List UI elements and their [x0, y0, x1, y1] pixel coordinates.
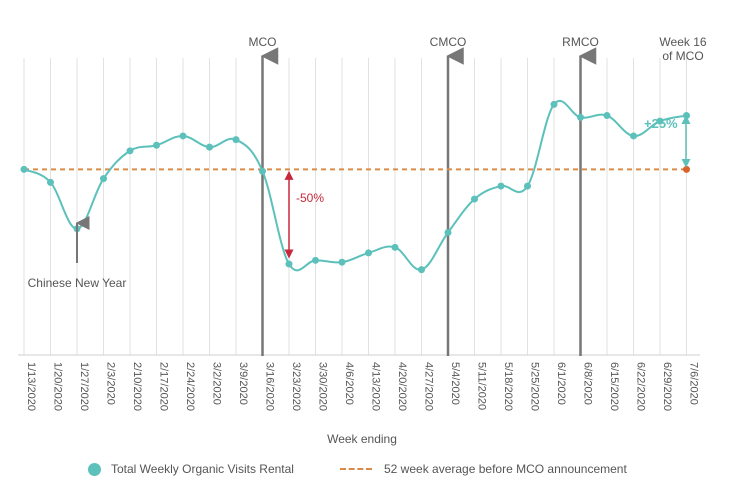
rise-label: +25%: [644, 116, 678, 131]
x-tick-label: 4/27/2020: [423, 362, 435, 411]
x-tick-label: 2/17/2020: [158, 362, 170, 411]
event-label: CMCO: [430, 35, 467, 49]
event-label: MCO: [249, 35, 277, 49]
series-point: [179, 132, 187, 140]
series-point: [47, 178, 54, 186]
x-tick-label: 2/24/2020: [184, 362, 196, 411]
x-tick-label: 4/20/2020: [396, 362, 408, 411]
series-point: [338, 258, 346, 266]
x-tick-label: 1/27/2020: [78, 362, 90, 411]
series-point: [232, 136, 240, 144]
series-point: [418, 266, 425, 274]
series-point: [550, 100, 558, 108]
x-tick-labels: 1/13/2020 1/20/2020 1/27/2020 2/3/2020 2/10/…: [25, 362, 700, 411]
x-tick-label: 3/9/2020: [237, 362, 249, 405]
series-layer: [20, 99, 690, 274]
x-tick-label: 1/13/2020: [25, 362, 37, 411]
series-point: [126, 147, 134, 155]
x-axis-label: Week ending: [327, 432, 397, 446]
week16-label-line2: of MCO: [662, 49, 703, 63]
x-tick-label: 3/30/2020: [317, 362, 329, 411]
x-tick-label: 5/18/2020: [502, 362, 514, 411]
x-tick-label: 6/22/2020: [635, 362, 647, 411]
x-tick-label: 6/1/2020: [555, 362, 567, 405]
x-tick-label: 4/6/2020: [343, 362, 355, 405]
series-point: [603, 112, 611, 120]
week16-label-line1: Week 16: [659, 35, 706, 49]
x-tick-label: 5/11/2020: [476, 362, 488, 410]
x-tick-label: 6/8/2020: [582, 362, 594, 405]
series-point: [20, 165, 28, 173]
x-tick-label: 5/25/2020: [529, 362, 541, 411]
event-markers: MCO CMCO RMCO: [249, 35, 599, 356]
x-tick-label: 6/29/2020: [661, 362, 673, 411]
event-label: RMCO: [562, 35, 599, 49]
series-point: [391, 243, 399, 251]
drop-label: -50%: [296, 191, 324, 205]
series-point: [312, 256, 319, 264]
series-point: [444, 228, 452, 236]
legend-item-series: Total Weekly Organic Visits Rental: [88, 462, 294, 476]
x-tick-label: 7/6/2020: [688, 362, 700, 405]
cny-label: Chinese New Year: [28, 276, 127, 290]
series-line: [23, 99, 687, 272]
x-tick-label: 3/2/2020: [211, 362, 223, 405]
series-point: [524, 182, 531, 190]
legend-item-reference: 52 week average before MCO announcement: [340, 462, 627, 476]
series-point: [497, 182, 505, 190]
series-point: [285, 260, 293, 268]
series-point: [683, 112, 690, 120]
reference-end-point: [683, 165, 690, 173]
series-point: [630, 132, 637, 140]
x-tick-label: 5/4/2020: [449, 362, 461, 405]
series-point: [206, 143, 213, 151]
x-tick-label: 2/3/2020: [105, 362, 117, 405]
legend: Total Weekly Organic Visits Rental 52 we…: [0, 462, 750, 484]
series-point: [153, 141, 160, 149]
series-point: [365, 249, 372, 257]
legend-label-reference: 52 week average before MCO announcement: [384, 462, 627, 476]
x-tick-label: 2/10/2020: [131, 362, 143, 411]
legend-marker-reference: [340, 468, 372, 470]
series-point: [100, 175, 107, 183]
x-tick-label: 6/15/2020: [608, 362, 620, 411]
legend-marker-series: [88, 462, 101, 476]
x-tick-label: 1/20/2020: [52, 362, 64, 411]
gridlines: [18, 58, 700, 356]
x-tick-label: 3/23/2020: [290, 362, 302, 411]
x-tick-label: 4/13/2020: [370, 362, 382, 411]
series-point: [259, 167, 266, 175]
series-point: [471, 195, 478, 203]
series-point: [577, 113, 584, 121]
series-point: [656, 117, 664, 125]
reference-line-layer: [24, 165, 690, 173]
legend-label-series: Total Weekly Organic Visits Rental: [111, 462, 294, 476]
x-tick-label: 3/16/2020: [264, 362, 276, 411]
